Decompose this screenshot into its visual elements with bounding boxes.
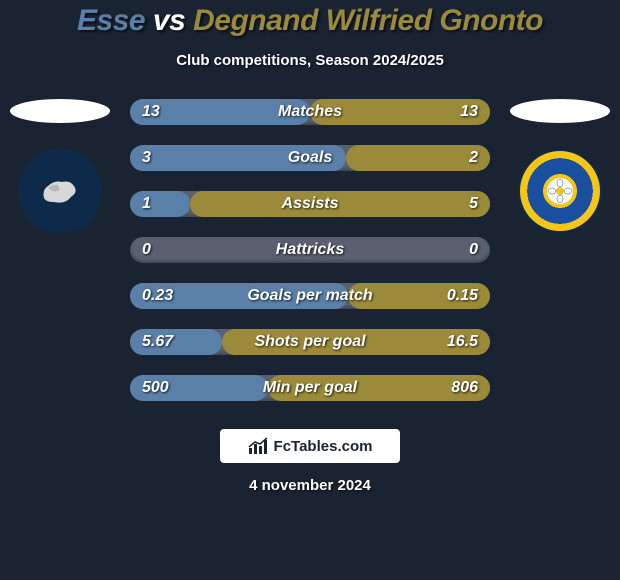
stat-left-value: 0 bbox=[142, 241, 151, 259]
stat-label: Assists bbox=[282, 195, 339, 213]
stat-row: 0.23 Goals per match 0.15 bbox=[130, 283, 490, 309]
stat-right-value: 0 bbox=[469, 241, 478, 259]
stat-row: 5.67 Shots per goal 16.5 bbox=[130, 329, 490, 355]
stat-right-value: 5 bbox=[469, 195, 478, 213]
comparison-card: Esse vs Degnand Wilfried Gnonto Club com… bbox=[0, 0, 620, 580]
site-logo: FcTables.com bbox=[220, 429, 400, 463]
stat-label: Matches bbox=[278, 103, 342, 121]
stat-left-value: 13 bbox=[142, 103, 160, 121]
player2-name: Degnand Wilfried Gnonto bbox=[193, 4, 543, 37]
barchart-icon bbox=[248, 437, 270, 455]
stat-right-value: 16.5 bbox=[447, 333, 478, 351]
stat-right-value: 13 bbox=[460, 103, 478, 121]
right-club-column bbox=[510, 99, 610, 233]
club-badge-millwall bbox=[18, 149, 102, 233]
stat-right-value: 2 bbox=[469, 149, 478, 167]
stat-row: 13 Matches 13 bbox=[130, 99, 490, 125]
left-club-column bbox=[10, 99, 110, 233]
vs-text: vs bbox=[153, 4, 185, 37]
stat-left-value: 5.67 bbox=[142, 333, 173, 351]
stat-row: 3 Goals 2 bbox=[130, 145, 490, 171]
lion-icon bbox=[38, 176, 82, 206]
stat-label: Min per goal bbox=[263, 379, 357, 397]
stat-left-value: 0.23 bbox=[142, 287, 173, 305]
title: Esse vs Degnand Wilfried Gnonto bbox=[0, 4, 620, 38]
stat-label: Goals bbox=[288, 149, 332, 167]
player1-name: Esse bbox=[77, 4, 145, 37]
stat-left-value: 3 bbox=[142, 149, 151, 167]
rose-icon bbox=[547, 178, 573, 204]
comparison-body: 13 Matches 13 3 Goals 2 1 Assists 5 0 Hattricks 0 0.… bbox=[0, 99, 620, 401]
left-ellipse bbox=[10, 99, 110, 123]
stat-label: Goals per match bbox=[247, 287, 372, 305]
stat-fill-right bbox=[190, 191, 490, 217]
club-badge-leeds bbox=[518, 149, 602, 233]
stat-right-value: 806 bbox=[451, 379, 478, 397]
stat-rows: 13 Matches 13 3 Goals 2 1 Assists 5 0 Hattricks 0 0.… bbox=[130, 99, 490, 401]
stat-row: 1 Assists 5 bbox=[130, 191, 490, 217]
stat-row: 500 Min per goal 806 bbox=[130, 375, 490, 401]
subtitle: Club competitions, Season 2024/2025 bbox=[0, 52, 620, 69]
site-name: FcTables.com bbox=[274, 438, 373, 455]
stat-right-value: 0.15 bbox=[447, 287, 478, 305]
stat-left-value: 1 bbox=[142, 195, 151, 213]
stat-row: 0 Hattricks 0 bbox=[130, 237, 490, 263]
stat-label: Hattricks bbox=[276, 241, 344, 259]
right-ellipse bbox=[510, 99, 610, 123]
date-text: 4 november 2024 bbox=[0, 477, 620, 494]
stat-fill-left bbox=[130, 191, 190, 217]
stat-label: Shots per goal bbox=[254, 333, 365, 351]
stat-left-value: 500 bbox=[142, 379, 169, 397]
